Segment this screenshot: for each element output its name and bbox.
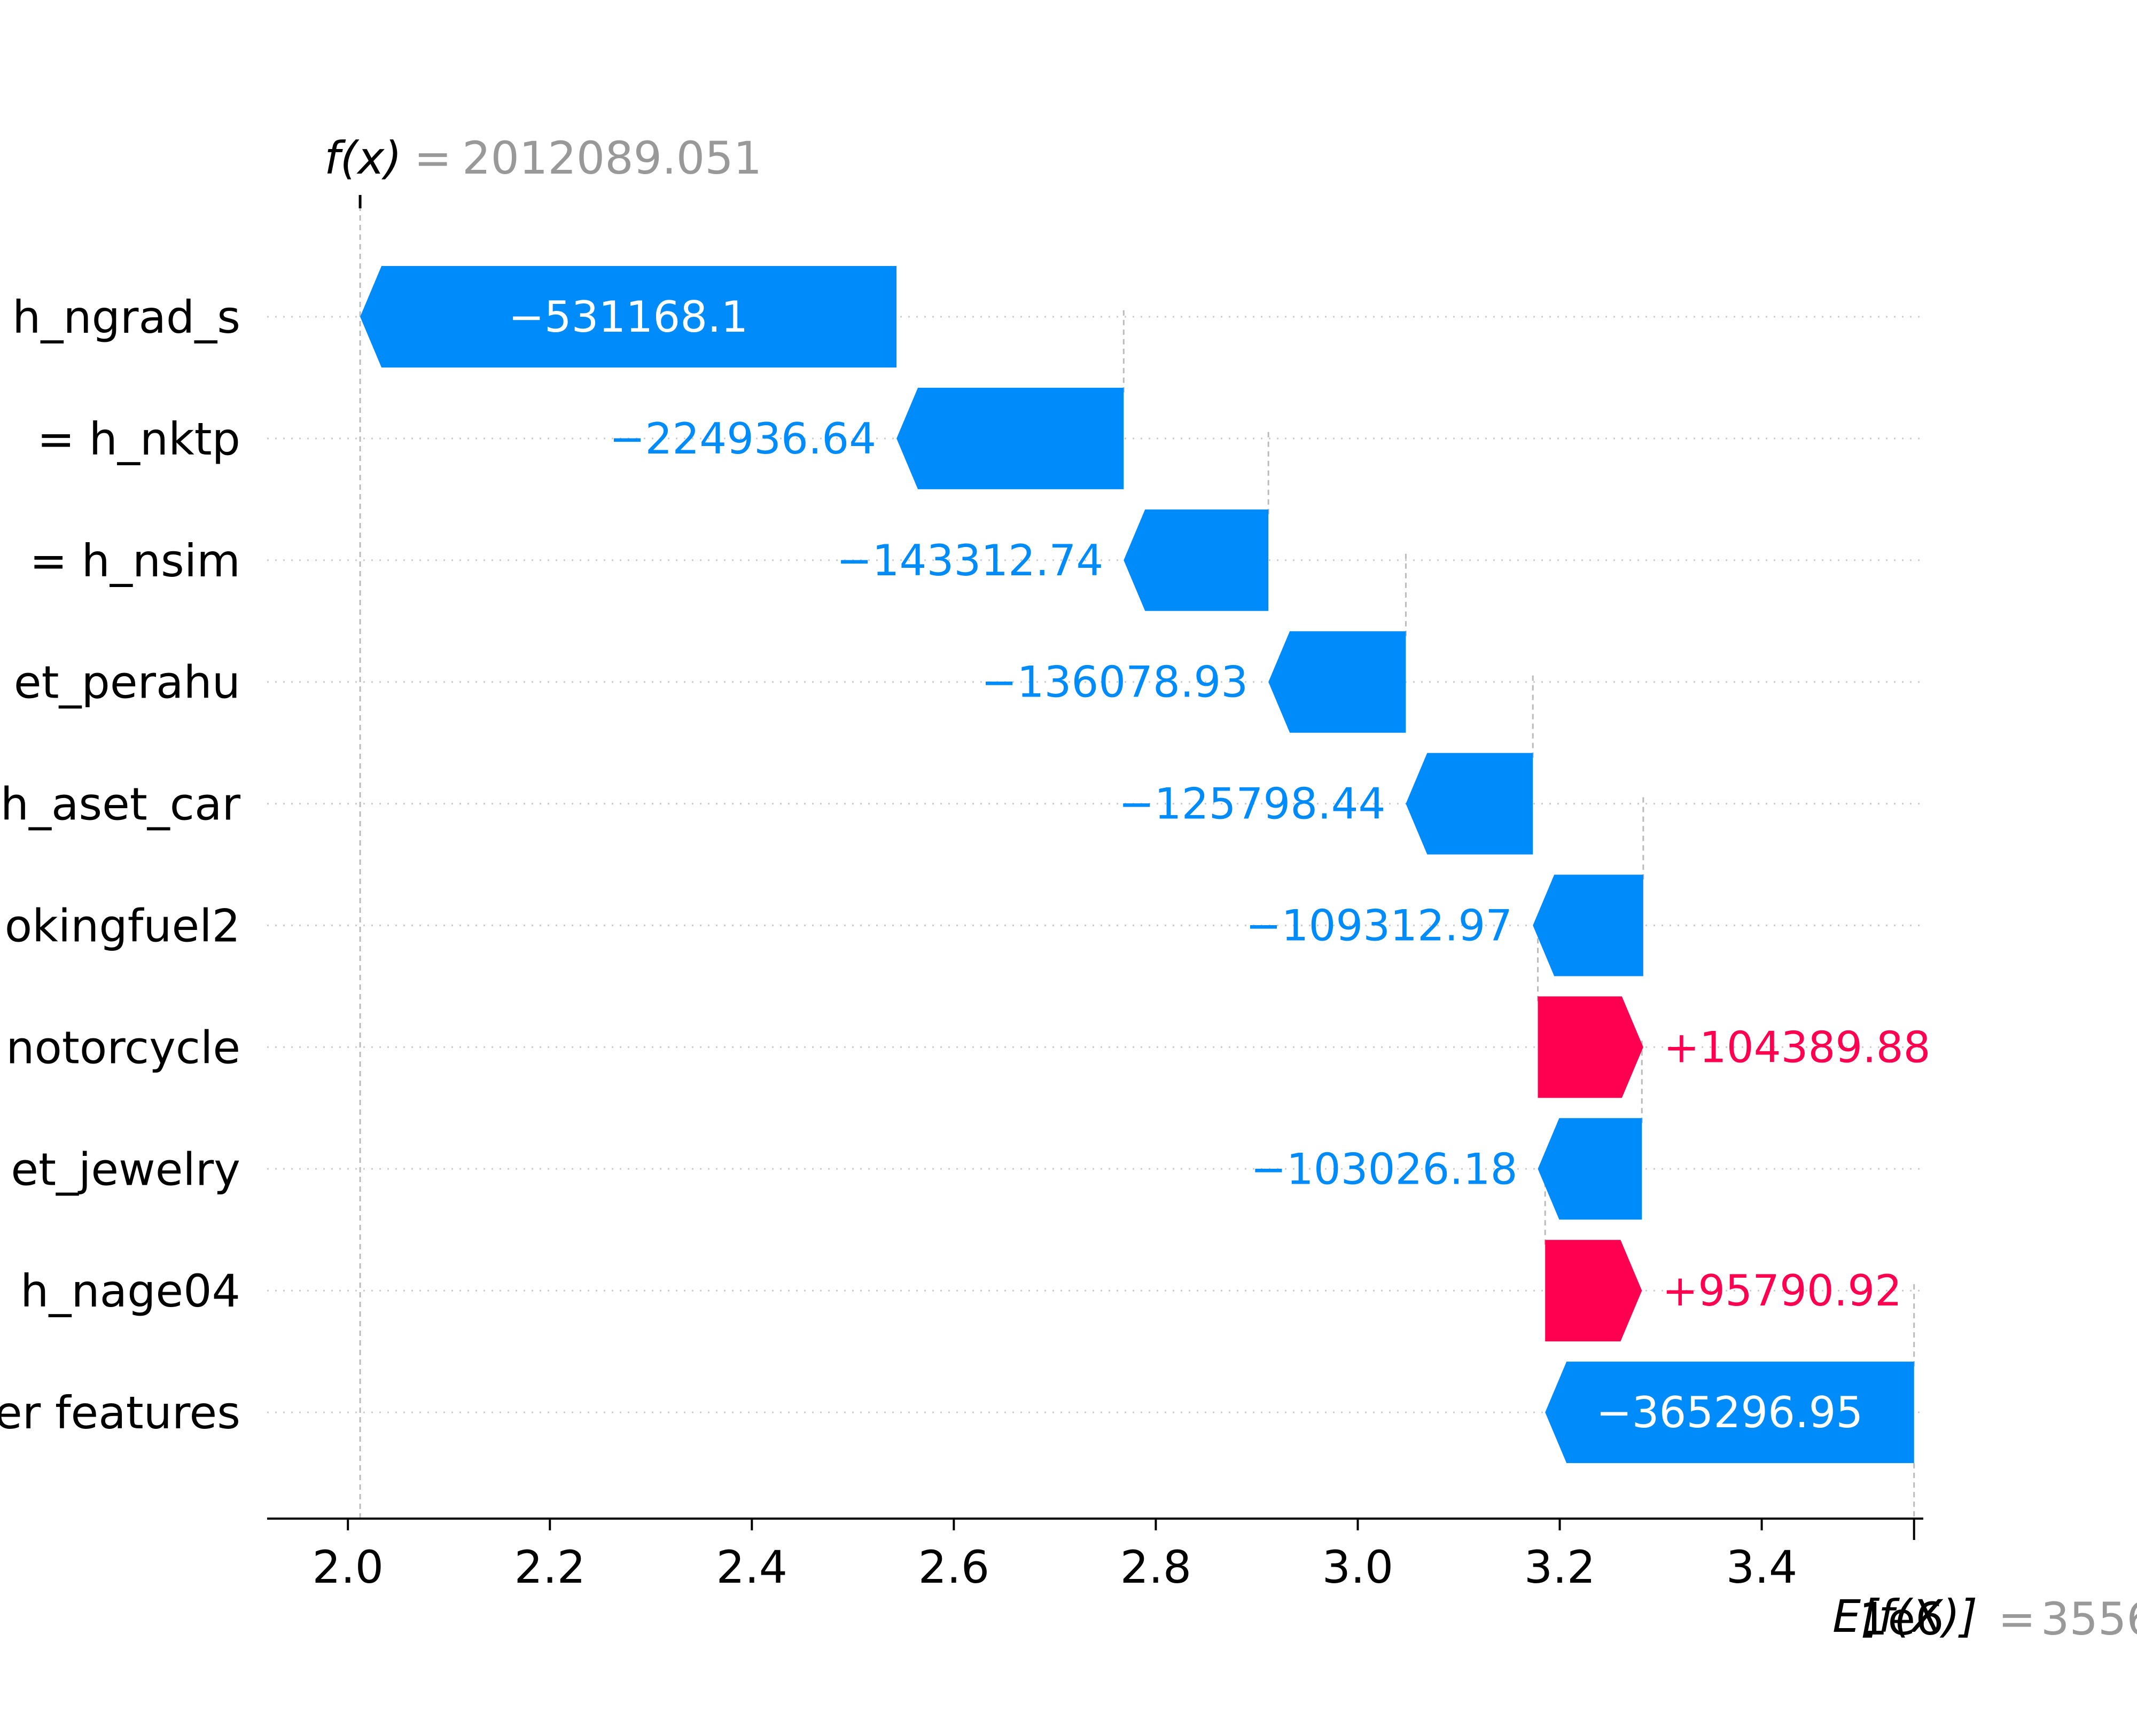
feature-label: = h_nktp (37, 413, 240, 465)
fx-equals: = (414, 132, 451, 184)
feature-label: h_ngrad_s (12, 291, 240, 343)
fx-value: 2012089.051 (462, 132, 762, 184)
bar-value-label: −143312.74 (837, 536, 1104, 585)
feature-label: h_nage04 (20, 1265, 240, 1317)
x-tick-label: 3.4 (1726, 1541, 1798, 1593)
feature-label: = h_nsim (30, 535, 241, 587)
bar (360, 266, 897, 367)
feature-label: et_perahu (14, 656, 240, 709)
feature-label: er features (0, 1387, 240, 1439)
expected-value: 3556 (2041, 1593, 2137, 1645)
bar (1545, 1362, 1914, 1464)
expected-value-label: E[f(X)] (1832, 1590, 1977, 1643)
x-tick-label: 2.2 (514, 1541, 586, 1593)
feature-label: et_jewelry (11, 1143, 240, 1195)
bar-value-label: −109312.97 (1246, 901, 1513, 951)
x-tick-label: 2.8 (1120, 1541, 1192, 1593)
bar-value-label: −531168.1 (509, 292, 748, 342)
x-tick-label: 3.2 (1524, 1541, 1596, 1593)
bar-value-label: −103026.18 (1251, 1144, 1518, 1194)
feature-label: notorcycle (6, 1021, 240, 1074)
bar (1533, 874, 1643, 976)
x-tick-label: 3.0 (1322, 1541, 1394, 1593)
bar (1545, 1240, 1642, 1342)
bar (1268, 631, 1406, 733)
fx-label: f(x) (324, 132, 402, 184)
bar (1124, 509, 1269, 611)
bar-value-label: +104389.88 (1664, 1022, 1931, 1072)
x-tick-label: 2.0 (312, 1541, 384, 1593)
feature-label: h_aset_car (1, 778, 241, 831)
bar-value-labels: −531168.1 −224936.64 −143312.74 −136078.93 −… (509, 292, 1931, 1437)
connector-lines (359, 206, 1915, 1519)
bar-value-label: −136078.93 (981, 658, 1249, 707)
x-axis: 2.0 2.2 2.4 2.6 2.8 3.0 3.2 3.4 (267, 1518, 1923, 1593)
feature-labels: h_ngrad_s = h_nktp = h_nsim et_perahu h_aset… (0, 291, 240, 1439)
x-tick-label: 2.4 (716, 1541, 788, 1593)
bar (1538, 1118, 1642, 1220)
bars (360, 266, 1914, 1464)
bar-value-label: −224936.64 (609, 414, 876, 464)
bar-value-label: +95790.92 (1662, 1266, 1902, 1316)
bar (896, 387, 1124, 489)
bar (1406, 753, 1533, 855)
axis-offset-label: 1e6 (1859, 1593, 1944, 1645)
x-tick-label: 2.6 (918, 1541, 990, 1593)
bar (1538, 996, 1643, 1098)
bar-value-label: −125798.44 (1119, 779, 1386, 829)
expected-value-equals: = (1998, 1593, 2035, 1645)
feature-label: okingfuel2 (5, 900, 240, 952)
bar-value-label: −365296.95 (1596, 1388, 1863, 1437)
